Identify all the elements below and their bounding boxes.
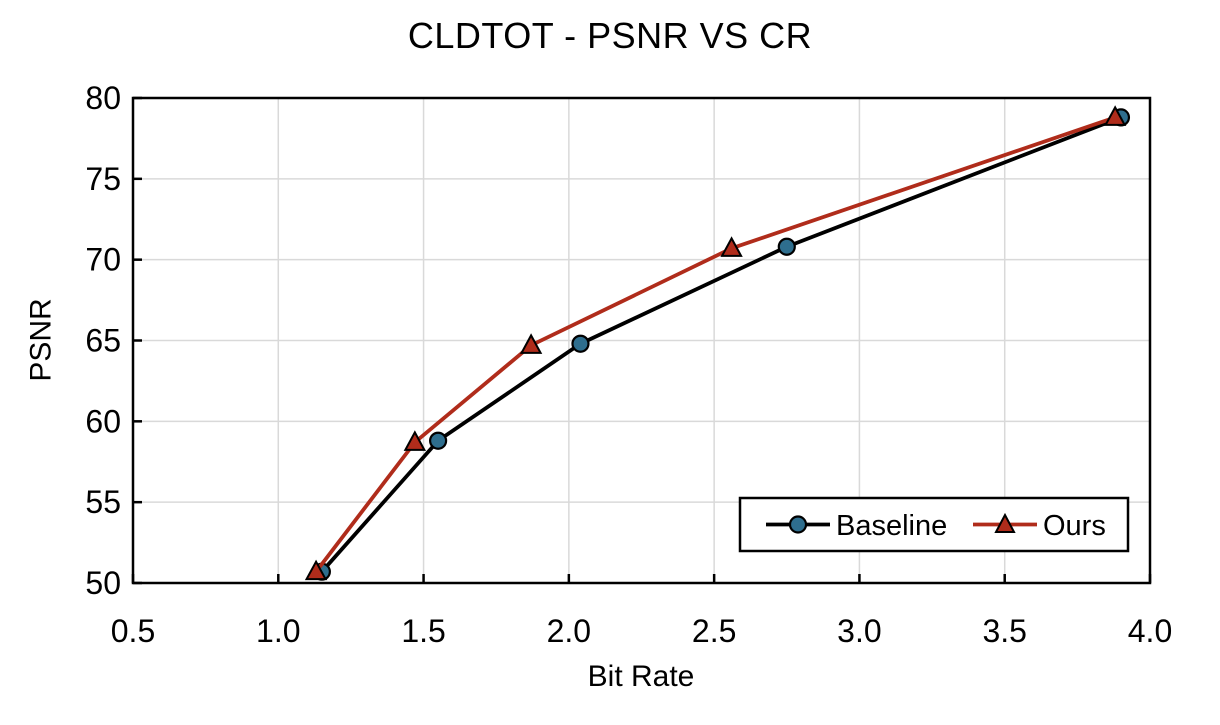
marker-triangle-icon: [403, 430, 427, 451]
y-tick-label: 75: [85, 161, 121, 197]
y-axis-label: PSNR: [25, 298, 58, 381]
marker-triangle-icon: [1103, 105, 1127, 126]
x-tick-label: 3.5: [982, 613, 1026, 649]
marker-triangle-icon: [304, 559, 328, 581]
x-tick-label: 2.0: [547, 613, 591, 649]
y-tick-label: 70: [85, 242, 121, 278]
marker-circle-icon: [429, 431, 448, 450]
x-tick-label: 1.0: [256, 613, 300, 649]
x-tick-label: 2.5: [692, 613, 736, 649]
y-tick-label: 60: [85, 403, 121, 439]
x-axis-label: Bit Rate: [588, 660, 695, 693]
marker-triangle-icon: [720, 236, 743, 257]
x-tick-label: 3.0: [837, 613, 881, 649]
marker-circle-icon: [777, 237, 796, 256]
gridlines: [133, 98, 1150, 583]
marker-circle-icon: [571, 334, 590, 353]
legend-label-ours: Ours: [1043, 510, 1106, 542]
y-tick-label: 50: [85, 565, 121, 601]
x-tick-label: 0.5: [111, 613, 155, 649]
tick-labels: 0.5 1.0 1.5 2.0 2.5 3.0 3.5 4.0 50 55 60 65 70 75 80: [85, 80, 1172, 649]
x-tick-label: 4.0: [1128, 613, 1172, 649]
chart-title: CLDTOT - PSNR VS CR: [408, 15, 812, 56]
x-tick-label: 1.5: [401, 613, 445, 649]
y-tick-label: 65: [85, 323, 121, 359]
axes: [131, 96, 1152, 585]
legend-marker-triangle-icon: [994, 512, 1016, 533]
y-tick-label: 80: [85, 80, 121, 116]
legend-marker-circle-icon: [788, 515, 808, 534]
legend-label-baseline: Baseline: [836, 510, 947, 542]
legend: Baseline Ours: [738, 496, 1130, 553]
marker-triangle-icon: [519, 333, 543, 354]
data-series: [304, 105, 1131, 581]
y-tick-label: 55: [85, 484, 121, 520]
